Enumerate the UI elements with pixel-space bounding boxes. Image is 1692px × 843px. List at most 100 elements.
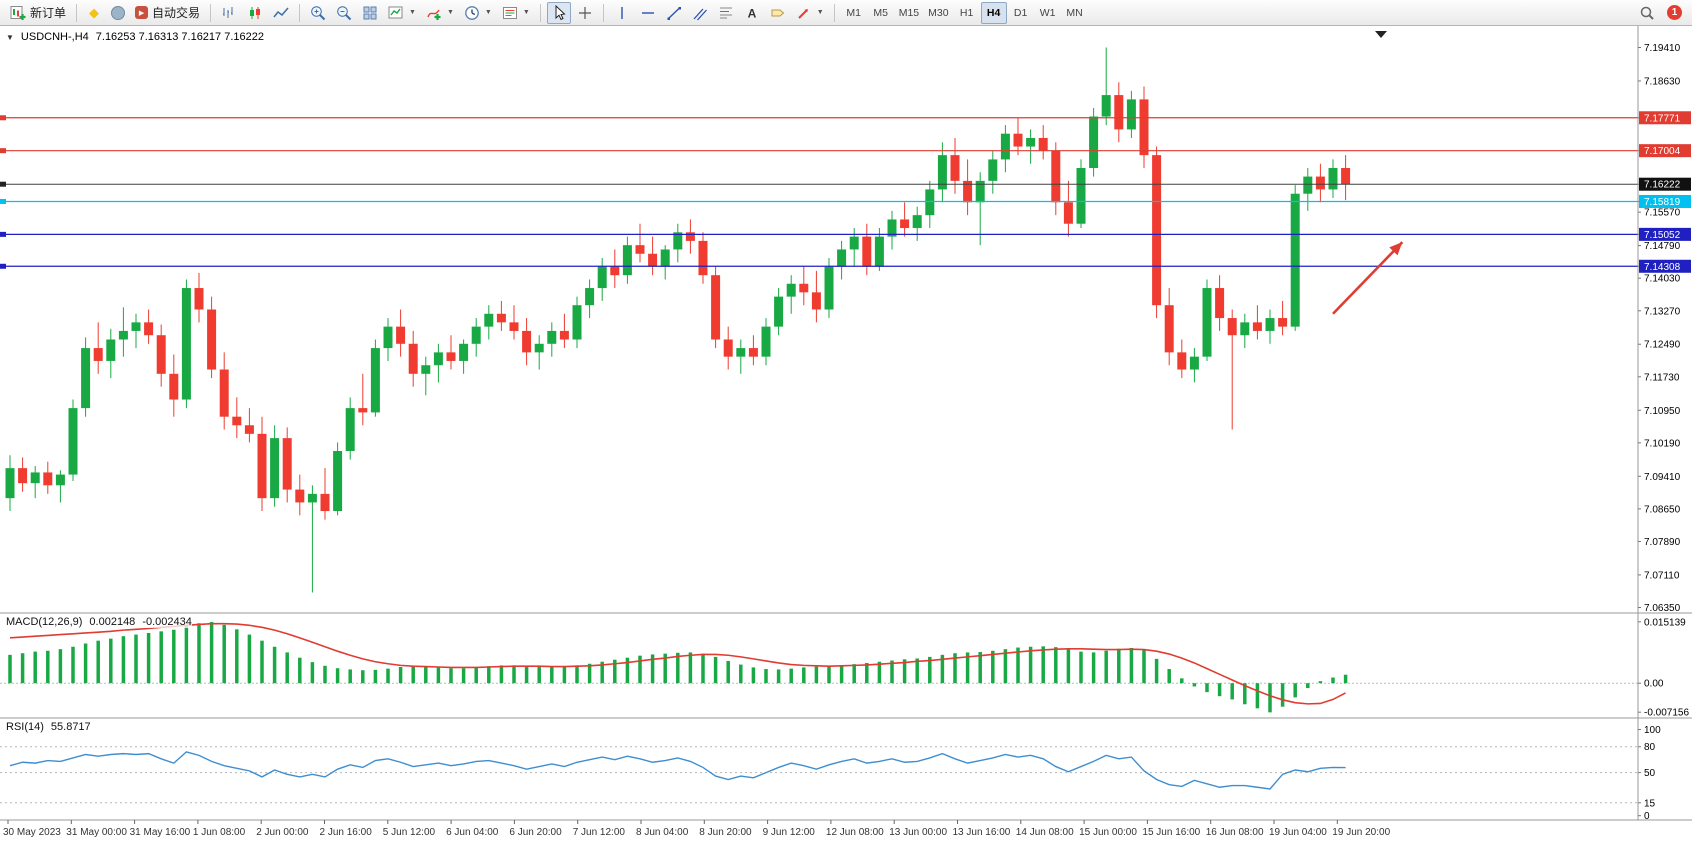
macd-name: MACD(12,26,9) xyxy=(6,616,83,628)
candle-body xyxy=(496,313,506,323)
trendline-tool-button[interactable] xyxy=(662,2,686,24)
zoom-out-button[interactable] xyxy=(332,2,356,24)
fibonacci-tool-button[interactable] xyxy=(714,2,738,24)
candle-body xyxy=(1290,193,1300,327)
bars-chart-icon xyxy=(223,6,233,18)
timeframe-m1-button[interactable]: M1 xyxy=(841,2,867,24)
arrow-annotation-head[interactable] xyxy=(1389,242,1403,256)
chart-bars-button[interactable] xyxy=(217,2,241,24)
candle-body xyxy=(282,438,292,490)
metaeditor-button[interactable]: ◆ xyxy=(83,2,105,24)
text-tool-button[interactable]: A xyxy=(740,2,764,24)
time-tick-label: 12 Jun 08:00 xyxy=(826,827,884,838)
chart-symbol-timeframe: USDCNH-,H4 xyxy=(20,31,89,43)
rsi-value: 55.8717 xyxy=(50,721,91,733)
candle-body xyxy=(698,240,708,276)
time-tick-label: 30 May 2023 xyxy=(3,827,61,838)
candle-body xyxy=(459,343,469,361)
candle-body xyxy=(585,288,595,306)
price-tick-label: 7.07890 xyxy=(1644,537,1681,548)
vertical-line-tool-button[interactable] xyxy=(610,2,634,24)
timeframe-d1-button[interactable]: D1 xyxy=(1008,2,1034,24)
price-axis[interactable]: 7.19410 7.18630 7.17771 7.17004 7.16222 7.158… xyxy=(1638,43,1691,614)
channel-tool-button[interactable] xyxy=(688,2,712,24)
timeframe-w1-button[interactable]: W1 xyxy=(1035,2,1061,24)
time-tick-label: 15 Jun 16:00 xyxy=(1142,827,1200,838)
timeframe-h4-button[interactable]: H4 xyxy=(980,1,1007,24)
templates-button[interactable]: ▼ xyxy=(498,2,534,24)
candle-body xyxy=(68,408,78,475)
time-tick-label: 13 Jun 00:00 xyxy=(889,827,947,838)
label-tool-button[interactable] xyxy=(766,2,790,24)
equidistant-channel-icon xyxy=(693,8,707,20)
rsi-tick-label: 0 xyxy=(1644,811,1650,822)
line-anchor[interactable] xyxy=(0,231,6,237)
chart-canvas[interactable]: 7.19410 7.18630 7.17771 7.17004 7.16222 7.158… xyxy=(0,26,1692,843)
time-tick-label: 1 Jun 08:00 xyxy=(193,827,246,838)
timeframe-h1-button[interactable]: H1 xyxy=(954,2,980,24)
horizontal-line-tool-button[interactable] xyxy=(636,2,660,24)
candle-body xyxy=(786,283,796,297)
new-order-button[interactable]: 新订单 xyxy=(6,2,70,24)
arrows-tool-button[interactable]: ▼ xyxy=(792,2,828,24)
candle-body xyxy=(5,468,15,499)
timeframe-m30-button[interactable]: M30 xyxy=(924,2,952,24)
line-anchor[interactable] xyxy=(0,263,6,269)
one-click-trading-toggle[interactable]: ▼ xyxy=(6,32,14,42)
scroll-to-end-marker[interactable] xyxy=(1375,31,1387,38)
time-tick-label: 13 Jun 16:00 xyxy=(953,827,1011,838)
time-axis[interactable]: 30 May 2023 31 May 00:00 31 May 16:00 1 Jun… xyxy=(3,820,1391,838)
candle-body xyxy=(1000,133,1010,160)
search-button[interactable] xyxy=(1635,2,1659,24)
price-badge-label: 7.15052 xyxy=(1644,230,1681,241)
candle-body xyxy=(660,249,670,267)
cursor-tool-button[interactable] xyxy=(546,1,571,24)
line-anchor[interactable] xyxy=(0,181,6,187)
notification-badge[interactable]: 1 xyxy=(1667,5,1682,20)
timeframe-m15-button[interactable]: M15 xyxy=(895,2,923,24)
tile-windows-icon xyxy=(363,6,377,19)
autotrading-button[interactable]: ▶ 自动交易 xyxy=(131,2,204,24)
price-tick-label: 7.19410 xyxy=(1644,43,1681,54)
svg-text:A: A xyxy=(747,6,756,20)
chart-line-button[interactable] xyxy=(269,2,293,24)
periods-button[interactable]: ▼ xyxy=(460,2,496,24)
line-anchor[interactable] xyxy=(0,115,6,121)
autotrading-icon: ▶ xyxy=(135,6,149,19)
candle-body xyxy=(144,322,154,336)
candle-body xyxy=(736,348,746,357)
community-button[interactable] xyxy=(107,2,129,24)
community-icon xyxy=(111,5,126,20)
candle-body xyxy=(81,348,91,409)
candle-body xyxy=(484,313,494,327)
price-tick-label: 7.09410 xyxy=(1644,472,1681,483)
timeframe-mn-button[interactable]: MN xyxy=(1062,2,1088,24)
time-tick-label: 31 May 00:00 xyxy=(66,827,127,838)
line-anchor[interactable] xyxy=(0,198,6,204)
line-anchor[interactable] xyxy=(0,148,6,154)
candle-body xyxy=(1089,116,1099,168)
candle-body xyxy=(534,343,544,353)
timeframe-m5-button[interactable]: M5 xyxy=(868,2,894,24)
chart-candles-button[interactable] xyxy=(243,2,267,24)
candle-body xyxy=(1215,288,1225,319)
arrow-annotation[interactable] xyxy=(1332,241,1404,315)
macd-indicator-label: MACD(12,26,9) 0.002148 -0.002434 xyxy=(6,616,192,628)
chevron-down-icon: ▼ xyxy=(484,9,492,16)
zoom-in-button[interactable] xyxy=(306,2,330,24)
price-badge xyxy=(1639,227,1691,241)
price-tick-label: 7.10190 xyxy=(1644,438,1681,449)
chart-area[interactable]: 7.19410 7.18630 7.17771 7.17004 7.16222 7.158… xyxy=(0,26,1692,843)
candle-body xyxy=(673,232,683,250)
new-chart-button[interactable]: ▼ xyxy=(384,2,420,24)
candle-body xyxy=(156,335,166,374)
price-badge-label: 7.16222 xyxy=(1644,180,1681,191)
rsi-name: RSI(14) xyxy=(6,721,44,733)
candle-body xyxy=(685,232,695,241)
candle-body xyxy=(509,322,519,331)
time-tick-label: 16 Jun 08:00 xyxy=(1206,827,1264,838)
indicators-button[interactable]: ▼ xyxy=(422,2,458,24)
candle-body xyxy=(610,266,620,276)
tile-windows-button[interactable] xyxy=(358,2,382,24)
crosshair-tool-button[interactable] xyxy=(573,2,597,24)
